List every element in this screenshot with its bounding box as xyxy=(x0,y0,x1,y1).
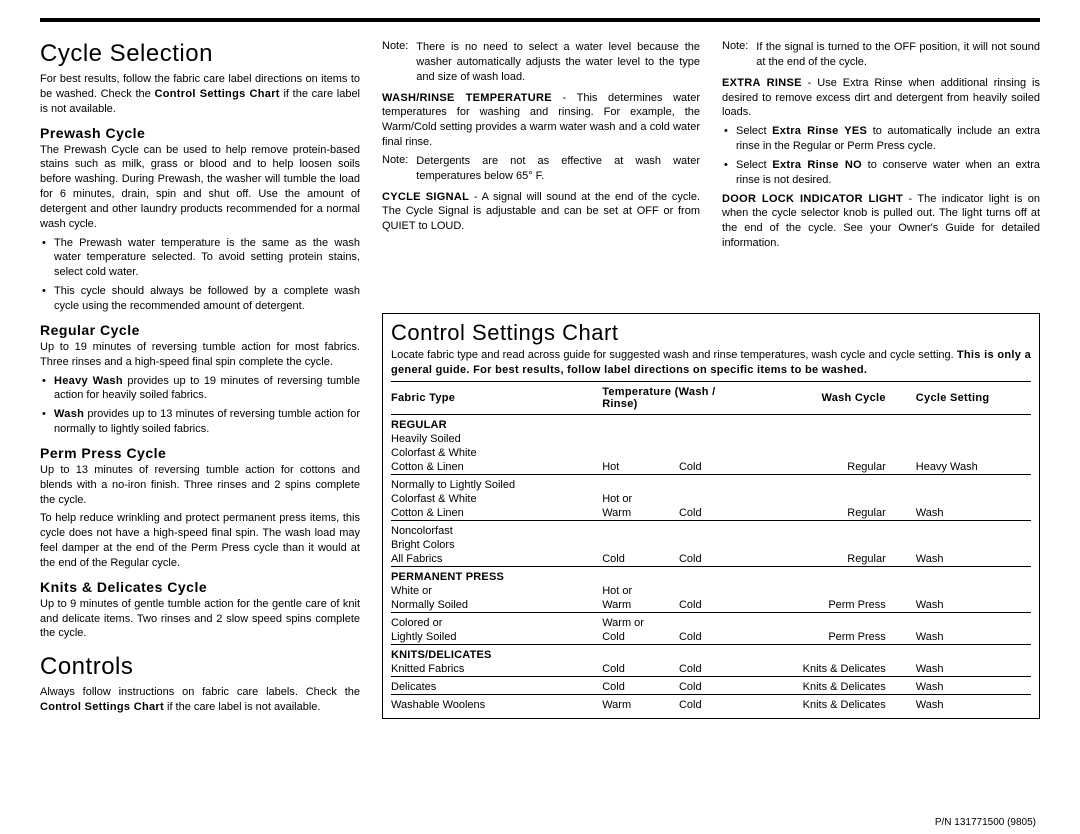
extra-rinse: EXTRA RINSE - Use Extra Rinse when addit… xyxy=(722,76,1040,121)
controls-body: Always follow instructions on fabric car… xyxy=(40,685,360,715)
regular-body: Up to 19 minutes of reversing tumble act… xyxy=(40,340,360,370)
col-wash-cycle: Wash Cycle xyxy=(743,382,916,415)
table-section-header: KNITS/DELICATES xyxy=(391,645,1031,663)
list-item: The Prewash water temperature is the sam… xyxy=(40,236,360,281)
table-row: Knitted FabricsColdColdKnits & Delicates… xyxy=(391,662,1031,677)
table-row: Normally SoiledWarmColdPerm PressWash xyxy=(391,598,1031,613)
table-row: White orHot or xyxy=(391,584,1031,598)
part-number: P/N 131771500 (9805) xyxy=(935,817,1036,828)
knits-heading: Knits & Delicates Cycle xyxy=(40,579,360,595)
table-row: Lightly SoiledColdColdPerm PressWash xyxy=(391,630,1031,645)
upper-right-columns: Note: There is no need to select a water… xyxy=(382,40,1040,303)
prewash-body: The Prewash Cycle can be used to help re… xyxy=(40,143,360,232)
table-section-header: REGULAR xyxy=(391,415,1031,433)
table-row: Washable WoolensWarmColdKnits & Delicate… xyxy=(391,695,1031,713)
left-column: Cycle Selection For best results, follow… xyxy=(40,40,360,719)
perm-body-2: To help reduce wrinkling and protect per… xyxy=(40,511,360,570)
table-row: Normally to Lightly Soiled xyxy=(391,475,1031,493)
note-detergent: Note: Detergents are not as effective at… xyxy=(382,154,700,184)
col-fabric: Fabric Type xyxy=(391,382,602,415)
table-row: Colorfast & White xyxy=(391,446,1031,460)
knits-body: Up to 9 minutes of gentle tumble action … xyxy=(40,597,360,642)
regular-list: Heavy Wash provides up to 19 minutes of … xyxy=(40,374,360,437)
table-row: Colorfast & WhiteHot or xyxy=(391,492,1031,506)
perm-body-1: Up to 13 minutes of reversing tumble act… xyxy=(40,463,360,508)
note-water-level: Note: There is no need to select a water… xyxy=(382,40,700,85)
list-item: Select Extra Rinse YES to automatically … xyxy=(722,124,1040,154)
cycle-selection-intro: For best results, follow the fabric care… xyxy=(40,72,360,117)
cycle-signal: CYCLE SIGNAL - A signal will sound at th… xyxy=(382,190,700,235)
table-row: Noncolorfast xyxy=(391,521,1031,539)
chart-intro: Locate fabric type and read across guide… xyxy=(391,348,1031,377)
right-side: Note: There is no need to select a water… xyxy=(382,40,1040,719)
wash-rinse-temp: WASH/RINSE TEMPERATURE - This determines… xyxy=(382,91,700,150)
controls-heading: Controls xyxy=(40,653,360,681)
table-row: Cotton & LinenWarmColdRegularWash xyxy=(391,506,1031,521)
table-row: Colored orWarm or xyxy=(391,613,1031,631)
table-row: Bright Colors xyxy=(391,538,1031,552)
extra-rinse-list: Select Extra Rinse YES to automatically … xyxy=(722,124,1040,187)
list-item: Wash provides up to 13 minutes of revers… xyxy=(40,407,360,437)
table-section-header: PERMANENT PRESS xyxy=(391,567,1031,585)
regular-heading: Regular Cycle xyxy=(40,322,360,338)
right-column: Note: If the signal is turned to the OFF… xyxy=(722,40,1040,303)
list-item: Select Extra Rinse NO to conserve water … xyxy=(722,158,1040,188)
col-cycle-setting: Cycle Setting xyxy=(916,382,1031,415)
main-layout: Cycle Selection For best results, follow… xyxy=(40,40,1040,719)
settings-table: Fabric Type Temperature (Wash / Rinse) W… xyxy=(391,381,1031,712)
table-row: Heavily Soiled xyxy=(391,432,1031,446)
chart-title: Control Settings Chart xyxy=(391,320,1031,346)
table-row: DelicatesColdColdKnits & DelicatesWash xyxy=(391,677,1031,695)
table-row: Cotton & LinenHotColdRegularHeavy Wash xyxy=(391,460,1031,475)
cycle-selection-heading: Cycle Selection xyxy=(40,40,360,68)
control-settings-chart: Control Settings Chart Locate fabric typ… xyxy=(382,313,1040,719)
door-lock-light: DOOR LOCK INDICATOR LIGHT - The indicato… xyxy=(722,192,1040,251)
col-temp: Temperature (Wash / Rinse) xyxy=(602,382,743,415)
middle-column: Note: There is no need to select a water… xyxy=(382,40,700,303)
note-signal-off: Note: If the signal is turned to the OFF… xyxy=(722,40,1040,70)
perm-heading: Perm Press Cycle xyxy=(40,445,360,461)
top-rule xyxy=(40,18,1040,22)
table-row: All FabricsColdColdRegularWash xyxy=(391,552,1031,567)
prewash-heading: Prewash Cycle xyxy=(40,125,360,141)
prewash-list: The Prewash water temperature is the sam… xyxy=(40,236,360,314)
list-item: This cycle should always be followed by … xyxy=(40,284,360,314)
list-item: Heavy Wash provides up to 19 minutes of … xyxy=(40,374,360,404)
